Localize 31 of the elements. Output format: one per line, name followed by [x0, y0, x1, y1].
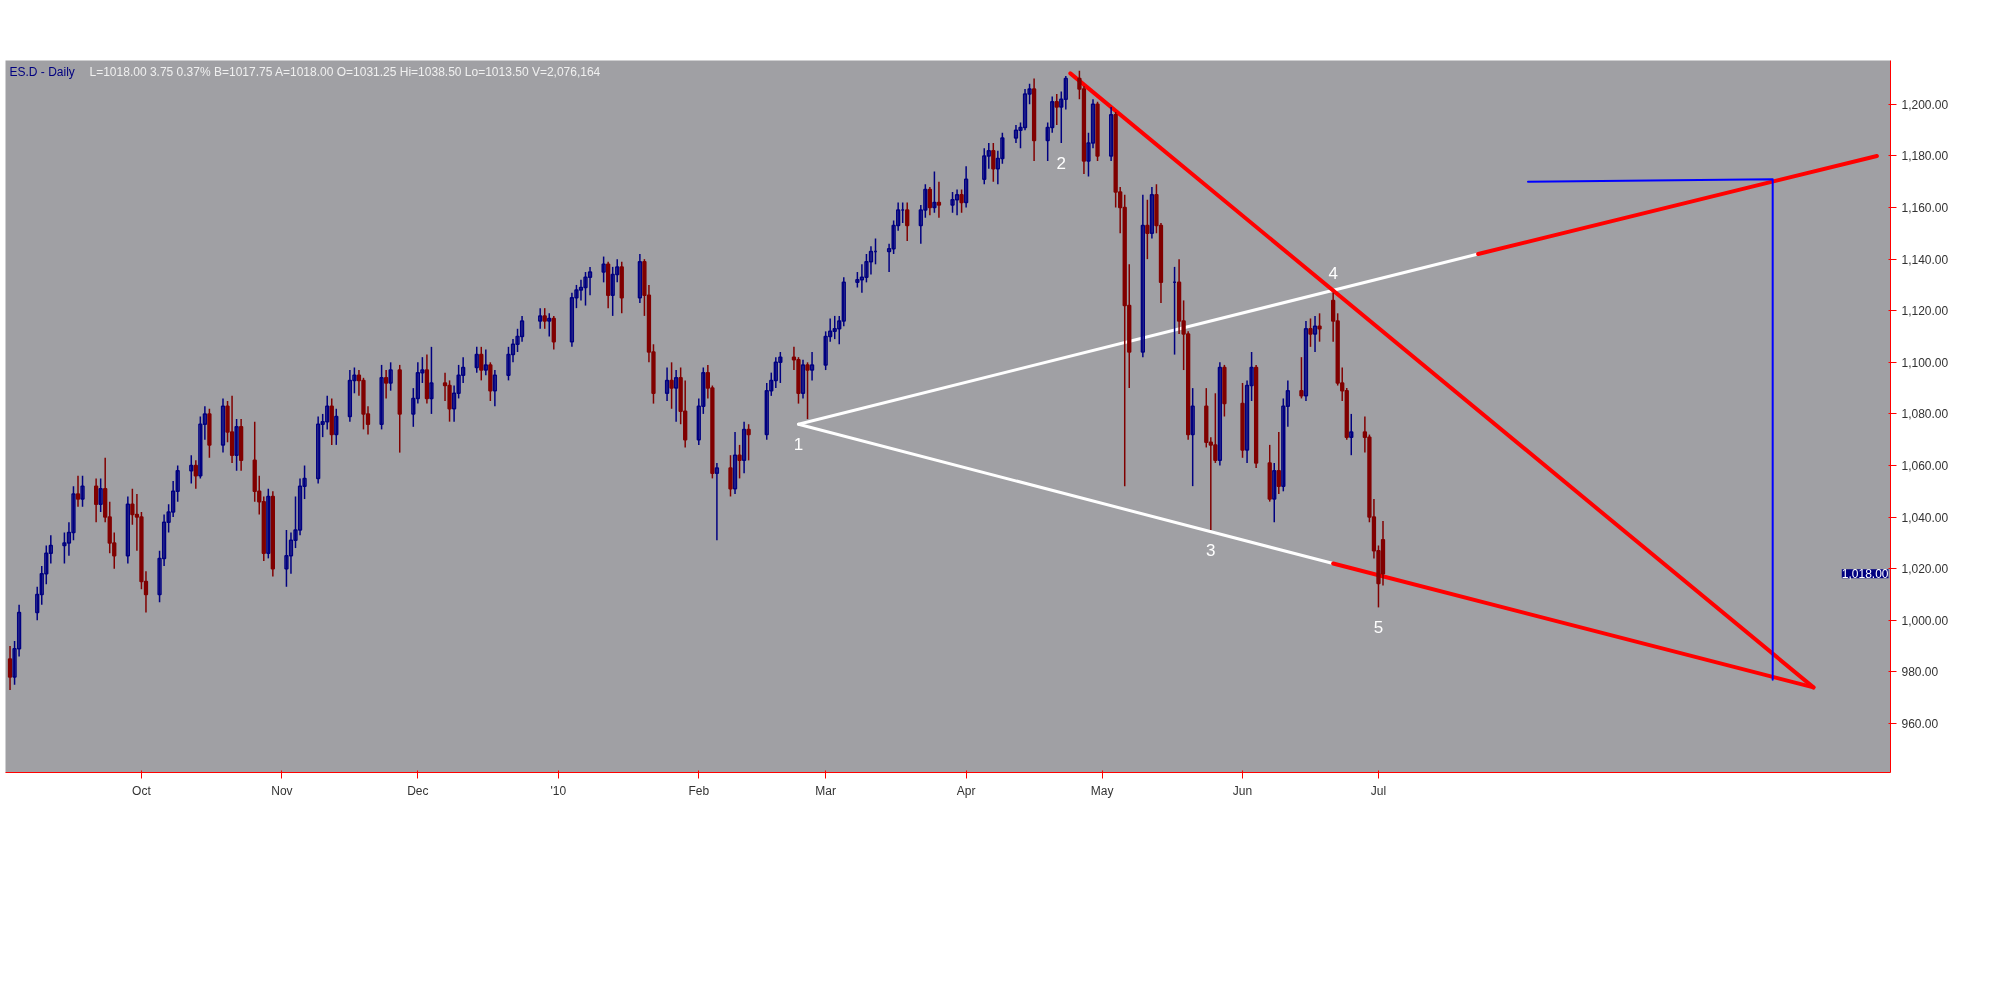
- y-tick-label: 1,040.00: [1901, 510, 1949, 525]
- annotation: 2: [1056, 154, 1067, 174]
- x-tick-label: Nov: [271, 783, 293, 798]
- chart-title: ES.D - Daily: [9, 64, 75, 79]
- x-tick-label: Dec: [407, 783, 429, 798]
- y-tick-label: 1,100.00: [1901, 355, 1949, 370]
- annotation: 1: [793, 435, 804, 455]
- x-tick-label: Apr: [956, 783, 976, 798]
- y-tick-label: 1,000.00: [1901, 613, 1949, 628]
- y-tick-label: 1,020.00: [1901, 562, 1949, 577]
- x-tick-label: Mar: [815, 783, 836, 798]
- x-tick-label: Feb: [688, 783, 710, 798]
- x-tick-label: Jun: [1232, 783, 1253, 798]
- y-tick-label: 960.00: [1901, 716, 1939, 731]
- x-tick-label: Oct: [132, 783, 152, 798]
- x-tick-label: Jul: [1370, 783, 1387, 798]
- y-tick-label: 1,060.00: [1901, 459, 1949, 474]
- y-tick-label: 1,160.00: [1901, 201, 1949, 216]
- annotation: 5: [1373, 618, 1384, 638]
- y-tick-label: 1,140.00: [1901, 252, 1949, 267]
- y-tick-label: 1,120.00: [1901, 304, 1949, 319]
- annotation: 1,018.00: [1841, 567, 1889, 582]
- y-tick-label: 1,180.00: [1901, 149, 1949, 164]
- y-tick-label: 980.00: [1901, 665, 1939, 680]
- y-tick-label: 1,200.00: [1901, 97, 1949, 112]
- chart-subtitle: L=1018.00 3.75 0.37% B=1017.75 A=1018.00 O=1031.25 Hi=1038.50 Lo=1013.50 V=2,076,164: [89, 64, 601, 79]
- annotation: 3: [1206, 541, 1216, 561]
- x-tick-label: '10: [550, 783, 567, 798]
- x-tick-label: May: [1090, 783, 1114, 798]
- y-tick-label: 1,080.00: [1901, 407, 1949, 422]
- annotation: 4: [1328, 263, 1338, 283]
